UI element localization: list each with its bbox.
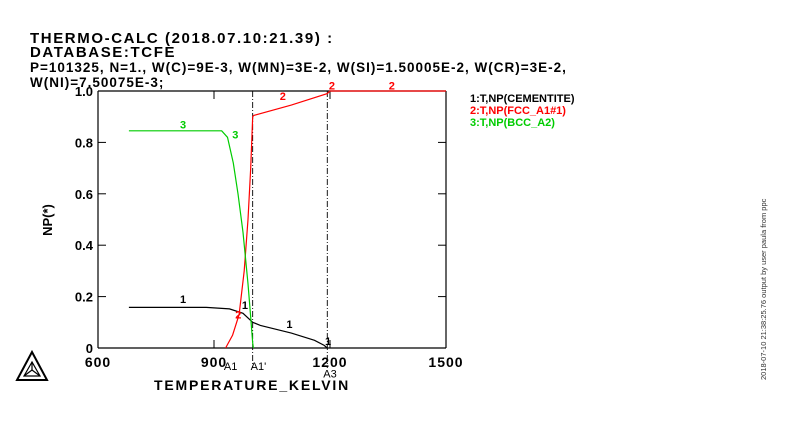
x-tick-label: 1200 bbox=[312, 354, 347, 370]
curve-label: 3 bbox=[180, 119, 186, 131]
series-line-3 bbox=[128, 130, 254, 349]
annotation-label: A1 bbox=[224, 361, 237, 373]
legend-entry-bcc: 3:T,NP(BCC_A2) bbox=[470, 117, 555, 129]
curve-label: 1 bbox=[242, 300, 248, 312]
y-tick-label: 0 bbox=[86, 341, 93, 356]
header-line-4: W(NI)=7.50075E-3; bbox=[30, 75, 164, 90]
annotation-label: A1' bbox=[251, 361, 267, 373]
annotations: A1 A1' A3 bbox=[224, 361, 337, 381]
curve-label: 2 bbox=[280, 91, 286, 103]
header-line-2: DATABASE:TCFE bbox=[30, 44, 176, 61]
logo-triangle-outer bbox=[15, 349, 49, 381]
x-axis-label: TEMPERATURE_KELVIN bbox=[154, 377, 350, 393]
series-group bbox=[128, 90, 446, 349]
x-tick-label: 600 bbox=[85, 354, 111, 370]
y-tick-label: 0.2 bbox=[75, 290, 93, 305]
legend-entry-fcc: 2:T,NP(FCC_A1#1) bbox=[470, 105, 566, 117]
curve-label: 1 bbox=[180, 294, 186, 306]
series-line-1 bbox=[128, 306, 328, 349]
thermo-calc-logo bbox=[15, 349, 49, 381]
reference-lines bbox=[252, 91, 328, 368]
series-line-2 bbox=[225, 90, 446, 349]
side-note: 2018-07-10 21:38:25.76 output by user pa… bbox=[759, 198, 768, 380]
x-tick-label: 900 bbox=[201, 354, 227, 370]
x-tick-label: 1500 bbox=[428, 354, 463, 370]
curve-label: 1 bbox=[325, 336, 331, 348]
y-tick-label: 0.4 bbox=[75, 238, 94, 253]
curve-label: 2 bbox=[389, 81, 395, 93]
logo-line bbox=[31, 369, 41, 377]
logo-line bbox=[23, 369, 33, 377]
curve-label: 2 bbox=[235, 309, 241, 321]
legend-entry-cementite: 1:T,NP(CEMENTITE) bbox=[470, 93, 575, 105]
curve-label: 2 bbox=[329, 81, 335, 93]
logo-triangle-inner bbox=[22, 360, 42, 377]
y-tick-label: 0.8 bbox=[75, 135, 93, 150]
y-tick-label: 1.0 bbox=[75, 84, 93, 99]
header-line-3: P=101325, N=1., W(C)=9E-3, W(MN)=3E-2, W… bbox=[30, 60, 567, 75]
curve-label: 3 bbox=[232, 130, 238, 142]
annotation-label: A3 bbox=[323, 369, 336, 381]
axis-ticks: 600 900 1200 1500 0 0.2 0.4 0.6 0.8 1.0 bbox=[75, 84, 463, 370]
y-tick-label: 0.6 bbox=[75, 187, 93, 202]
curve-label: 1 bbox=[286, 319, 292, 331]
y-axis-label: NP(*) bbox=[40, 204, 55, 236]
header-line-1: THERMO-CALC (2018.07.10:21.39) : bbox=[30, 30, 334, 47]
plot-frame bbox=[97, 90, 447, 349]
legend: 1:T,NP(CEMENTITE) 2:T,NP(FCC_A1#1) 3:T,N… bbox=[470, 93, 575, 129]
